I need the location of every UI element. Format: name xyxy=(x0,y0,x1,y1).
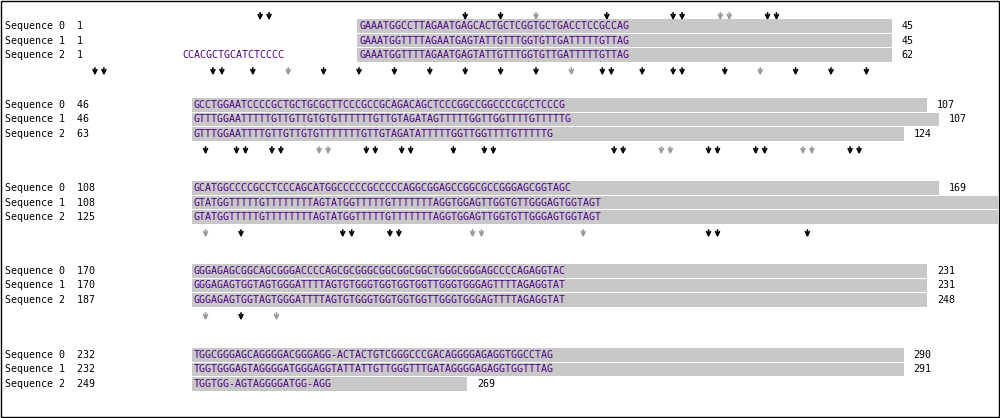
Text: 124: 124 xyxy=(914,129,932,139)
Text: 45: 45 xyxy=(902,21,914,31)
Text: Sequence 1  170: Sequence 1 170 xyxy=(5,280,95,291)
Text: GTATGGTTTTTGTTTTTTTTAGTATGGTTTTTGTTTTTTTAGGTGGAGTTGGTGTTGGGAGTGGTAGT: GTATGGTTTTTGTTTTTTTTAGTATGGTTTTTGTTTTTTT… xyxy=(194,212,602,222)
Bar xyxy=(357,33,892,48)
Text: GCATGGCCCCGCCTCCCAGCATGGCCCCCGCCCCCAGGCGGAGCCGGCGCCGGGAGCGGTAGC: GCATGGCCCCGCCTCCCAGCATGGCCCCCGCCCCCAGGCG… xyxy=(194,183,572,193)
Text: 291: 291 xyxy=(914,364,932,375)
Text: Sequence 2  1: Sequence 2 1 xyxy=(5,50,83,60)
Text: 107: 107 xyxy=(949,115,967,125)
Bar xyxy=(192,181,939,195)
Text: TGGTGG-AGTAGGGGATGG-AGG: TGGTGG-AGTAGGGGATGG-AGG xyxy=(194,379,332,389)
Text: TGGTGGGAGTAGGGGATGGGAGGTATTATTGTTGGGTTTGATAGGGGAGAGGTGGTTTAG: TGGTGGGAGTAGGGGATGGGAGGTATTATTGTTGGGTTTG… xyxy=(194,364,554,375)
Text: Sequence 0  1: Sequence 0 1 xyxy=(5,21,83,31)
Bar xyxy=(192,278,927,293)
Bar xyxy=(192,127,904,141)
Text: 248: 248 xyxy=(937,295,955,305)
Text: TGGCGGGAGCAGGGGACGGGAGG-ACTACTGTCGGGCCCGACAGGGGAGAGGTGGCCTAG: TGGCGGGAGCAGGGGACGGGAGG-ACTACTGTCGGGCCCG… xyxy=(194,350,554,360)
Text: 290: 290 xyxy=(914,350,932,360)
Text: GAAATGGTTTTAGAATGAGTATTGTTTGGTGTTGATTTTTGTTAG: GAAATGGTTTTAGAATGAGTATTGTTTGGTGTTGATTTTT… xyxy=(359,36,629,46)
Text: GAAATGGCCTTAGAATGAGCACTGCTCGGTGCTGACCTCCGCCAG: GAAATGGCCTTAGAATGAGCACTGCTCGGTGCTGACCTCC… xyxy=(359,21,629,31)
Bar xyxy=(192,112,939,127)
Text: Sequence 0  170: Sequence 0 170 xyxy=(5,266,95,276)
Text: 107: 107 xyxy=(937,100,955,110)
Bar xyxy=(192,196,998,209)
Bar xyxy=(192,210,998,224)
Bar xyxy=(357,48,892,62)
Text: GTTTGGAATTTTGTTGTTGTGTTTTTTTGTTGTAGATATTTTTGGTTGGTTTTGTTTTTG: GTTTGGAATTTTGTTGTTGTGTTTTTTTGTTGTAGATATT… xyxy=(194,129,554,139)
Text: Sequence 1  232: Sequence 1 232 xyxy=(5,364,95,375)
Text: GTATGGTTTTTGTTTTTTTTAGTATGGTTTTTGTTTTTTTAGGTGGAGTTGGTGTTGGGAGTGGTAGT: GTATGGTTTTTGTTTTTTTTAGTATGGTTTTTGTTTTTTT… xyxy=(194,197,602,207)
Bar xyxy=(192,293,927,307)
Text: GAAATGGTTTTAGAATGAGTATTGTTTGGTGTTGATTTTTGTTAG: GAAATGGTTTTAGAATGAGTATTGTTTGGTGTTGATTTTT… xyxy=(359,50,629,60)
Text: 45: 45 xyxy=(902,36,914,46)
Text: 231: 231 xyxy=(937,266,955,276)
Text: 169: 169 xyxy=(949,183,967,193)
Text: Sequence 2  187: Sequence 2 187 xyxy=(5,295,95,305)
Text: 231: 231 xyxy=(937,280,955,291)
Text: Sequence 2  249: Sequence 2 249 xyxy=(5,379,95,389)
Text: GCCTGGAATCCCCGCTGCTGCGCTTCCCGCCGCAGACAGCTCCCGGCCGGCCCCGCCTCCCG: GCCTGGAATCCCCGCTGCTGCGCTTCCCGCCGCAGACAGC… xyxy=(194,100,566,110)
Text: CCACGCTGCATCTCCCC: CCACGCTGCATCTCCCC xyxy=(182,50,284,60)
Text: GTTTGGAATTTTTGTTGTTGTGTGTTTTTTGTTGTAGATAGTTTTTGGTTGGTTTTGTTTTTG: GTTTGGAATTTTTGTTGTTGTGTGTTTTTTGTTGTAGATA… xyxy=(194,115,572,125)
Text: 62: 62 xyxy=(902,50,914,60)
Bar xyxy=(192,348,904,362)
Text: GGGAGAGTGGTAGTGGGATTTTAGTGTGGGTGGTGGTGGTTGGGTGGGAGTTTTAGAGGTAT: GGGAGAGTGGTAGTGGGATTTTAGTGTGGGTGGTGGTGGT… xyxy=(194,280,566,291)
Bar xyxy=(192,377,467,391)
Bar xyxy=(192,264,927,278)
Text: Sequence 0  232: Sequence 0 232 xyxy=(5,350,95,360)
Text: Sequence 1  46: Sequence 1 46 xyxy=(5,115,89,125)
Text: GGGAGAGCGGCAGCGGGACCCCAGCGCGGGCGGCGGCGGCTGGGCGGGAGCCCCAGAGGTAC: GGGAGAGCGGCAGCGGGACCCCAGCGCGGGCGGCGGCGGC… xyxy=(194,266,566,276)
Bar xyxy=(192,98,927,112)
Text: Sequence 0  108: Sequence 0 108 xyxy=(5,183,95,193)
Bar xyxy=(192,362,904,377)
Text: GGGAGAGTGGTAGTGGGATTTTAGTGTGGGTGGTGGTGGTTGGGTGGGAGTTTTAGAGGTAT: GGGAGAGTGGTAGTGGGATTTTAGTGTGGGTGGTGGTGGT… xyxy=(194,295,566,305)
Text: Sequence 2  63: Sequence 2 63 xyxy=(5,129,89,139)
Bar xyxy=(357,19,892,33)
Text: 269: 269 xyxy=(477,379,495,389)
Text: Sequence 1  1: Sequence 1 1 xyxy=(5,36,83,46)
Text: Sequence 1  108: Sequence 1 108 xyxy=(5,197,95,207)
Text: Sequence 0  46: Sequence 0 46 xyxy=(5,100,89,110)
Text: Sequence 2  125: Sequence 2 125 xyxy=(5,212,95,222)
